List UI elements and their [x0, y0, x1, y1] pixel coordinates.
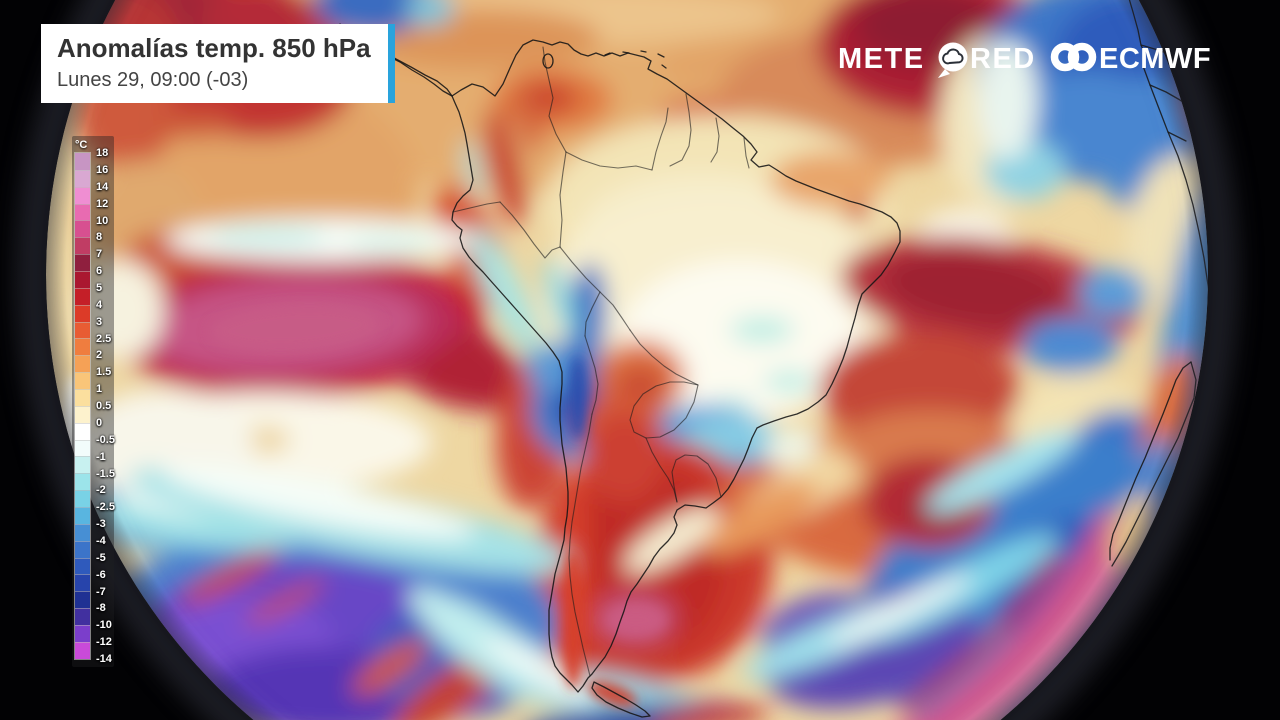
svg-text:ECMWF: ECMWF	[1099, 43, 1211, 75]
svg-text:METE: METE	[838, 43, 925, 75]
svg-text:RED: RED	[970, 43, 1036, 75]
